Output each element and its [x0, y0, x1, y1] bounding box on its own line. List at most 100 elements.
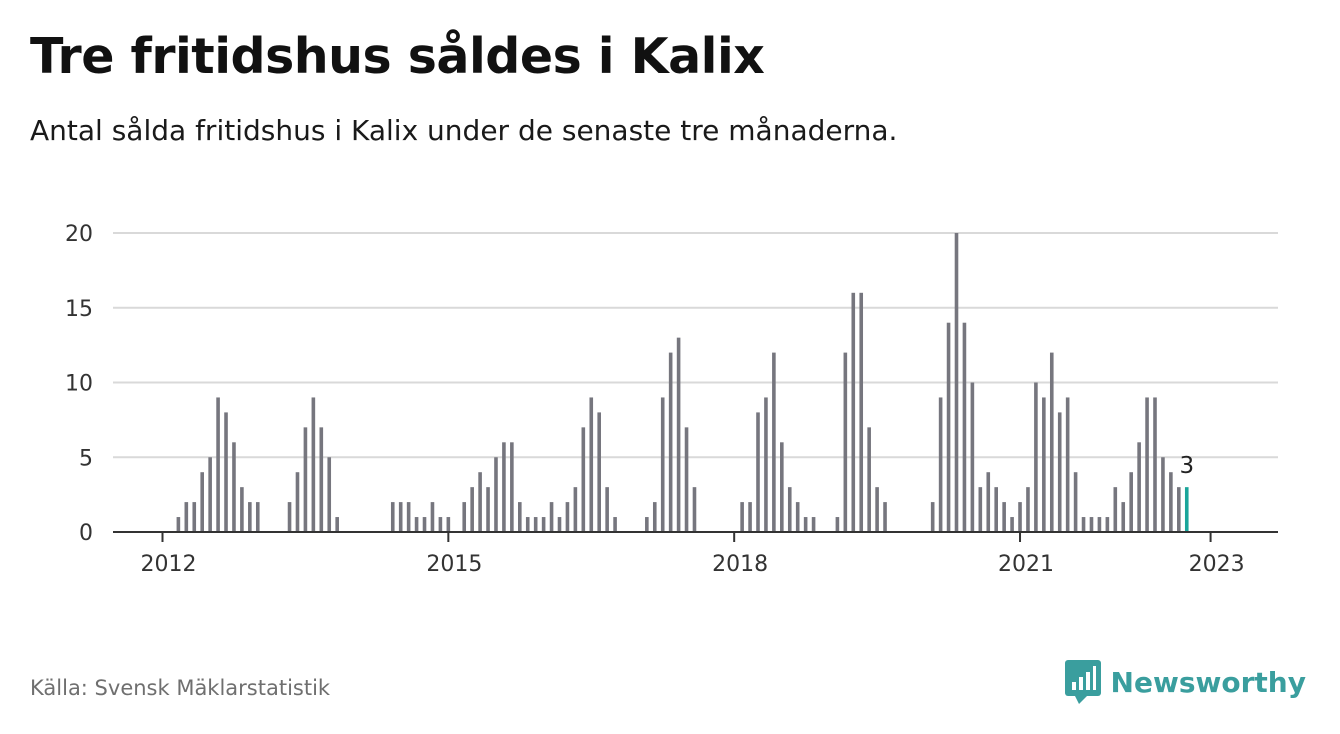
bar: [446, 517, 451, 532]
y-tick-label: 15: [65, 297, 93, 322]
axes: 0 5 10 15 20 2012 2015 2018 2021 2023: [65, 222, 1278, 577]
bar: [867, 427, 871, 532]
bar: [327, 457, 332, 532]
bar: [978, 487, 983, 532]
bar: [1065, 397, 1070, 532]
bar: [478, 472, 482, 532]
bar: [486, 487, 490, 532]
bar: [184, 502, 189, 532]
bar: [740, 502, 744, 532]
bar: [684, 427, 689, 532]
bar: [645, 517, 649, 532]
bar: [406, 502, 411, 532]
bar: [176, 517, 181, 532]
bar: [1049, 352, 1054, 532]
bar: [502, 442, 506, 532]
bar: [1105, 517, 1110, 532]
bar: [232, 442, 236, 532]
bar: [462, 502, 467, 532]
bar: [859, 292, 864, 532]
bar: [1153, 397, 1157, 532]
bar: [430, 502, 435, 532]
bar: [1177, 487, 1181, 532]
bar: [954, 233, 959, 532]
bar: [303, 427, 308, 532]
bar: [255, 502, 260, 532]
bar: [1129, 472, 1133, 532]
bar: [287, 502, 292, 532]
bar: [1121, 502, 1126, 532]
bar: [772, 352, 776, 532]
bars: 3: [176, 233, 1194, 532]
bar: [470, 487, 474, 532]
bar: [414, 517, 419, 532]
bar: [1042, 397, 1046, 532]
bar: [1169, 472, 1173, 532]
bar: [573, 487, 578, 532]
newsworthy-logo-icon: [1064, 660, 1101, 704]
x-tick-label: 2023: [1189, 552, 1245, 577]
bar: [295, 472, 300, 532]
y-tick-label: 10: [65, 372, 93, 397]
bar: [1018, 502, 1022, 532]
bar: [240, 487, 244, 532]
bar: [1034, 382, 1038, 532]
bar: [494, 457, 498, 532]
bar: [438, 517, 443, 532]
bar: [1010, 517, 1014, 532]
bar: [510, 442, 514, 532]
bar: [938, 397, 943, 532]
bar: [335, 517, 339, 532]
bar: [518, 502, 522, 532]
brand-name: Newsworthy: [1110, 665, 1306, 699]
bar: [1161, 457, 1165, 532]
bar: [398, 502, 403, 532]
bar: [1097, 517, 1102, 532]
bar: [422, 517, 427, 532]
bar: [1002, 502, 1006, 532]
bar: [605, 487, 609, 532]
bar: [200, 472, 204, 532]
x-tick-label: 2012: [141, 552, 197, 577]
bar: [549, 502, 554, 532]
bar: [1089, 517, 1094, 532]
bar: [581, 427, 586, 532]
bar: [565, 502, 570, 532]
bar: [613, 517, 617, 532]
bar: [851, 292, 856, 532]
bar: [994, 487, 998, 532]
bar: [780, 442, 784, 532]
bar: [224, 412, 228, 532]
bar: [311, 397, 316, 532]
x-tick-label: 2018: [712, 552, 768, 577]
bar: [541, 517, 546, 532]
bar: [597, 412, 601, 532]
y-tick-label: 20: [65, 222, 93, 247]
bar: [946, 322, 951, 532]
chart-title: Tre fritidshus såldes i Kalix: [30, 28, 765, 85]
bar: [1145, 397, 1149, 532]
bar: [803, 517, 808, 532]
bar: [668, 352, 673, 532]
bar: [557, 517, 562, 532]
bar: [756, 412, 760, 532]
bar: [525, 517, 530, 532]
bar: [676, 337, 681, 532]
bar: [875, 487, 879, 532]
bar: [533, 517, 538, 532]
chart-subtitle: Antal sålda fritidshus i Kalix under de …: [30, 114, 898, 147]
bar: [192, 502, 197, 532]
bar: [1026, 487, 1030, 532]
bar: [970, 382, 975, 532]
bar: [589, 397, 594, 532]
bar: [216, 397, 220, 532]
bar: [1057, 412, 1062, 532]
brand-logo[interactable]: Newsworthy: [1064, 660, 1306, 704]
source-note: Källa: Svensk Mäklarstatistik: [30, 676, 331, 700]
bar: [764, 397, 768, 532]
bar: [390, 502, 395, 532]
y-tick-label: 0: [79, 521, 93, 546]
bar: [208, 457, 212, 532]
bar: [986, 472, 991, 532]
